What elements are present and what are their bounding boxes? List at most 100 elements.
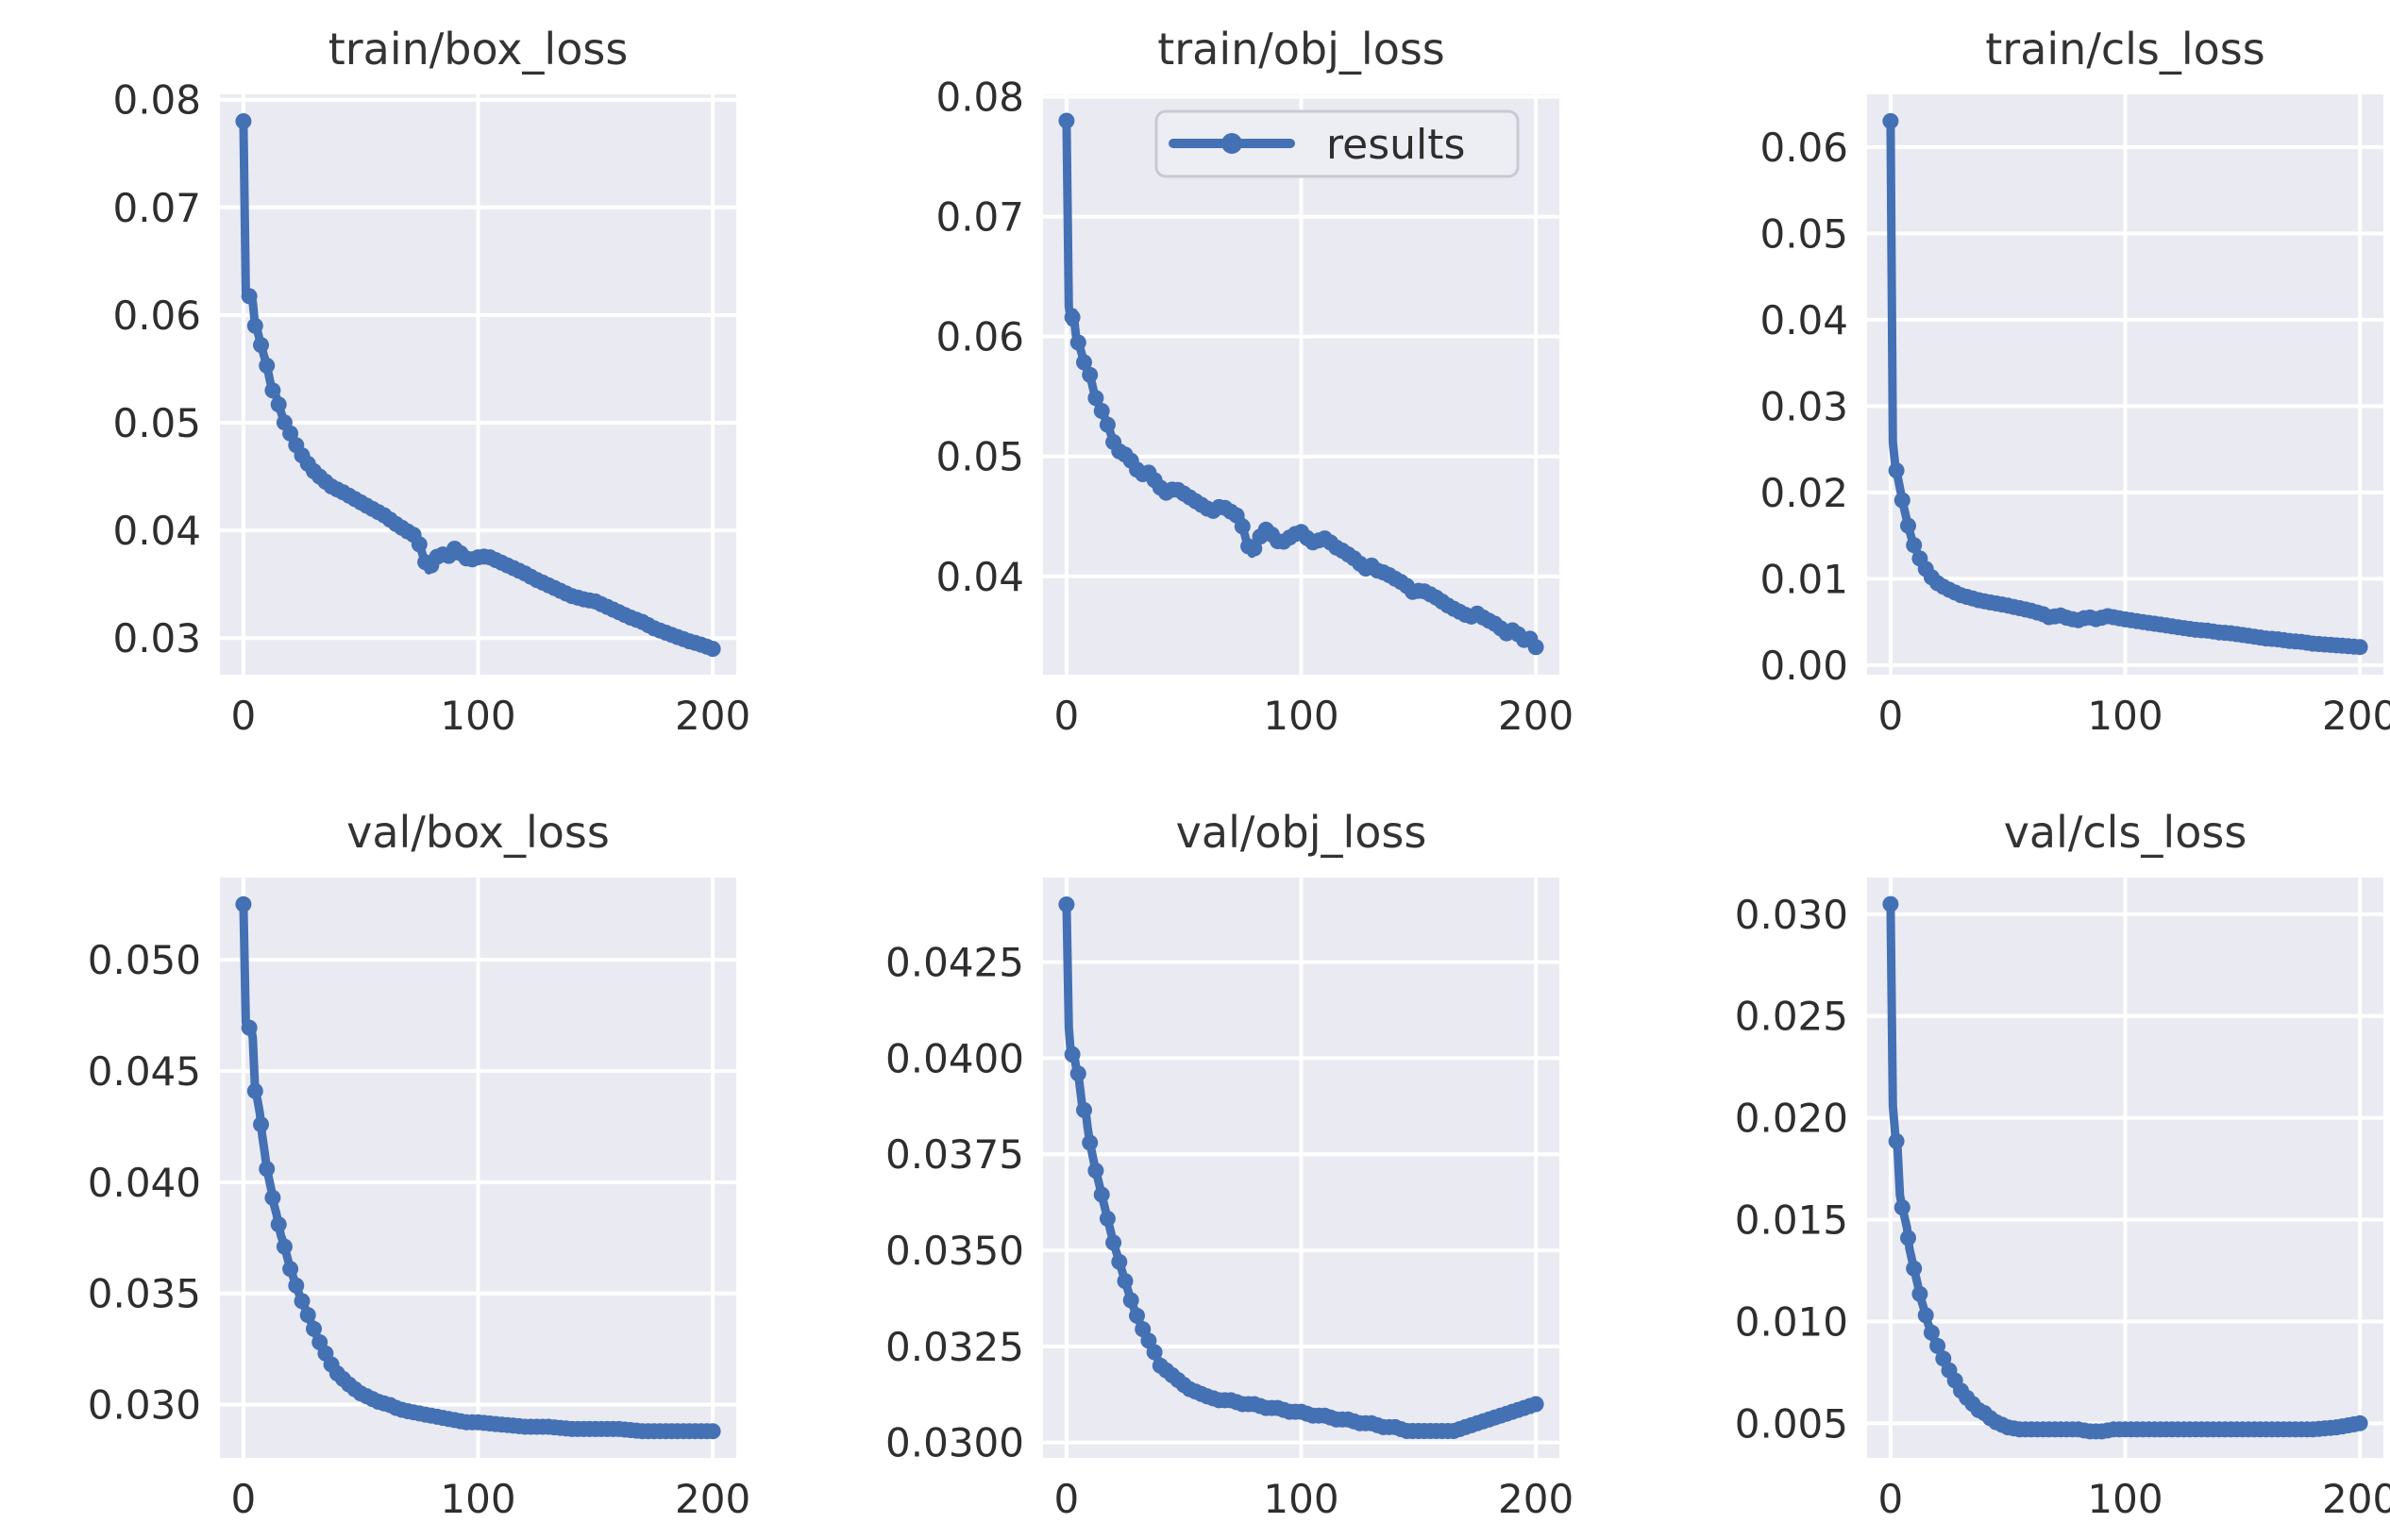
- subplot-val-cls-loss: val/cls_loss 0.030 0.025 0.020 0.015 0.010 0.0…: [1735, 807, 2390, 1522]
- x-tick-label: 100: [1263, 693, 1338, 739]
- x-tick-label: 200: [675, 1476, 750, 1522]
- legend: results: [1154, 109, 1520, 178]
- data-point-marker: [1087, 390, 1104, 407]
- data-point-marker: [264, 1189, 281, 1206]
- data-point-marker: [1906, 1260, 1923, 1277]
- data-point-marker: [1093, 1186, 1110, 1203]
- x-tick-label: 0: [230, 693, 256, 739]
- data-point-marker: [704, 1423, 721, 1440]
- y-tick-label: 0.06: [112, 293, 201, 339]
- y-tick-label: 0.00: [1759, 643, 1848, 689]
- plot-title: train/box_loss: [328, 24, 629, 75]
- y-tick-label: 0.04: [112, 508, 201, 554]
- y-tick-label: 0.025: [1735, 994, 1848, 1040]
- data-point-marker: [1911, 1285, 1928, 1302]
- data-point-marker: [1076, 1101, 1092, 1118]
- y-tick-label: 0.04: [935, 554, 1024, 600]
- data-point-marker: [1111, 1253, 1128, 1270]
- plot-title: train/cls_loss: [1985, 24, 2264, 75]
- data-point-marker: [1076, 354, 1092, 371]
- data-point-marker: [1888, 1132, 1905, 1149]
- data-point-marker: [1058, 112, 1075, 129]
- data-point-marker: [299, 1307, 316, 1324]
- data-point-marker: [246, 317, 263, 334]
- data-point-marker: [235, 896, 252, 912]
- data-point-marker: [1064, 309, 1081, 326]
- y-tick-label: 0.03: [112, 615, 201, 661]
- x-tick-label: 100: [440, 693, 515, 739]
- x-tick-label: 0: [1877, 1476, 1903, 1522]
- data-point-marker: [1900, 1230, 1916, 1247]
- data-point-marker: [276, 1238, 293, 1255]
- data-point-marker: [1099, 1211, 1116, 1227]
- legend-box: [1154, 109, 1520, 178]
- data-point-marker: [259, 1161, 276, 1178]
- data-point-marker: [306, 1320, 322, 1337]
- legend-label: results: [1326, 121, 1465, 169]
- y-tick-label: 0.03: [1759, 383, 1848, 429]
- data-point-marker: [259, 358, 276, 374]
- data-point-marker: [1087, 1163, 1104, 1180]
- y-tick-label: 0.06: [1759, 125, 1848, 171]
- y-tick-label: 0.07: [935, 194, 1024, 241]
- data-point-marker: [1082, 1134, 1099, 1151]
- y-tick-label: 0.06: [935, 314, 1024, 360]
- data-point-marker: [2351, 639, 2368, 656]
- subplot-train-box-loss: train/box_loss 0.08 0.07 0.06 0.05 0.04 0.03 0 1…: [112, 24, 750, 739]
- data-point-marker: [294, 1293, 311, 1310]
- data-point-marker: [1129, 1307, 1145, 1324]
- data-point-marker: [1906, 537, 1923, 554]
- data-point-marker: [1917, 1307, 1934, 1324]
- subplot-val-obj-loss: val/obj_loss 0.0425 0.0400 0.0375 0.0350 0.03…: [885, 807, 1574, 1522]
- data-point-marker: [1882, 112, 1899, 129]
- x-tick-label: 0: [1053, 1476, 1079, 1522]
- x-tick-label: 200: [675, 693, 750, 739]
- y-tick-label: 0.045: [88, 1048, 201, 1095]
- data-point-marker: [1122, 1292, 1139, 1309]
- data-point-marker: [1058, 896, 1075, 912]
- data-point-marker: [411, 536, 428, 553]
- x-tick-label: 200: [2322, 1476, 2390, 1522]
- y-tick-label: 0.050: [88, 937, 201, 983]
- plot-title: val/obj_loss: [1176, 807, 1427, 858]
- data-point-marker: [1069, 334, 1086, 351]
- subplot-train-obj-loss: train/obj_loss 0.08 0.07 0.06 0.05 0.04 0 100 20…: [935, 24, 1574, 739]
- x-tick-label: 100: [2087, 693, 2163, 739]
- y-tick-label: 0.05: [112, 400, 201, 446]
- data-point-marker: [241, 288, 258, 305]
- data-point-marker: [1069, 1065, 1086, 1082]
- y-tick-label: 0.020: [1735, 1096, 1848, 1142]
- data-point-marker: [1923, 1324, 1940, 1341]
- y-tick-label: 0.08: [935, 75, 1024, 121]
- data-point-marker: [1888, 462, 1905, 479]
- y-tick-label: 0.0400: [885, 1035, 1024, 1081]
- data-point-marker: [1105, 1234, 1122, 1251]
- y-tick-label: 0.0325: [885, 1324, 1024, 1370]
- plot-title: train/obj_loss: [1157, 24, 1445, 75]
- data-point-marker: [253, 1116, 269, 1133]
- data-point-marker: [704, 641, 721, 658]
- y-tick-label: 0.030: [88, 1381, 201, 1428]
- plot-title: val/box_loss: [346, 807, 610, 858]
- data-point-marker: [1146, 1344, 1163, 1361]
- x-tick-label: 0: [1053, 693, 1079, 739]
- x-tick-label: 100: [1263, 1476, 1338, 1522]
- y-tick-label: 0.05: [935, 434, 1024, 480]
- data-point-marker: [1117, 1273, 1134, 1290]
- data-point-marker: [1064, 1046, 1081, 1063]
- y-tick-label: 0.0300: [885, 1420, 1024, 1466]
- y-tick-label: 0.0375: [885, 1131, 1024, 1178]
- y-tick-label: 0.07: [112, 185, 201, 231]
- x-tick-label: 0: [230, 1476, 256, 1522]
- data-point-marker: [270, 1216, 287, 1233]
- x-tick-label: 200: [2322, 693, 2390, 739]
- x-tick-label: 100: [440, 1476, 515, 1522]
- y-tick-label: 0.01: [1759, 556, 1848, 602]
- y-tick-label: 0.035: [88, 1271, 201, 1317]
- data-point-marker: [2351, 1414, 2368, 1431]
- data-point-marker: [1099, 416, 1116, 433]
- x-tick-label: 200: [1498, 1476, 1574, 1522]
- data-point-marker: [1527, 1396, 1544, 1413]
